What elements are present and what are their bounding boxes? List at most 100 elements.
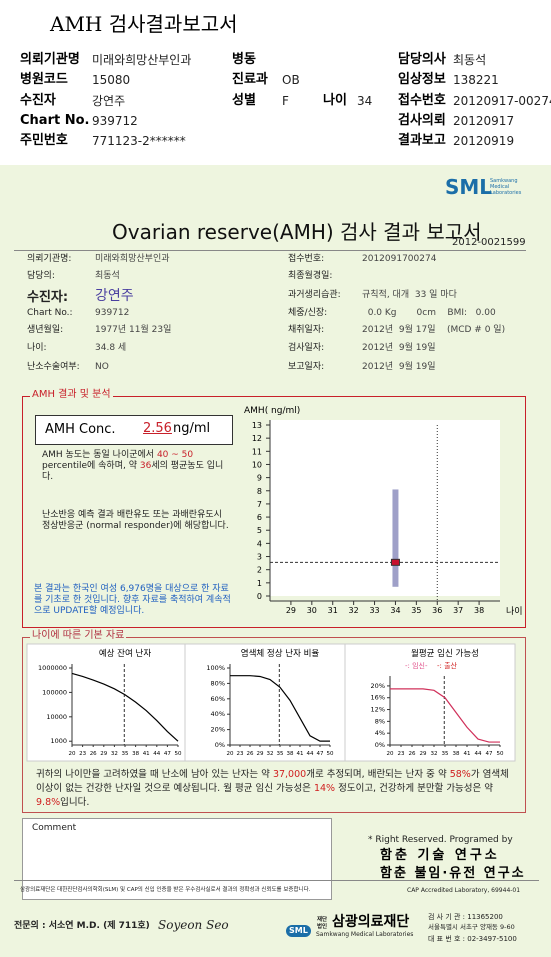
comment-box — [22, 818, 332, 900]
x-tick-label: 36 — [432, 606, 442, 615]
field-label: 접수번호: — [288, 254, 325, 264]
amh-value: 2.56 — [143, 421, 172, 436]
text-segment: 가 염색체이상이 없는 건강한 난자일 것으로 예상됩니다. 월 평균 임신 가… — [36, 769, 509, 794]
field-value: 34.8 세 — [95, 343, 127, 353]
y-tick-label: 1 — [257, 579, 262, 588]
x-tick-label: 37 — [453, 606, 463, 615]
line — [230, 675, 330, 742]
field-label: 성별 — [232, 93, 256, 108]
footer-doctor: 전문의 : 서소연 M.D. (제 711호) — [14, 921, 150, 931]
field-label: 결과보고 — [398, 133, 446, 148]
y-tick-label: 60% — [211, 695, 225, 703]
x-tick-label: 35 — [122, 751, 129, 757]
field-value: 20120917-00274 — [453, 94, 551, 108]
field-label: 과거생리습관: — [288, 290, 341, 300]
y-tick-label: 1000000 — [38, 664, 67, 672]
y-tick-label: 3 — [257, 553, 262, 562]
x-tick-label: 35 — [442, 751, 449, 757]
y-tick-label: 12% — [371, 706, 385, 714]
section-title: 나이에 따른 기본 자료 — [30, 630, 127, 642]
y-tick-label: 4% — [375, 729, 385, 737]
x-tick-label: 26 — [90, 751, 97, 757]
field-label: 나이 — [323, 93, 347, 108]
report-title: Ovarian reserve(AMH) 검사 결과 보고서 — [112, 220, 482, 244]
x-tick-label: 20 — [69, 751, 76, 757]
panel — [344, 643, 516, 762]
field-label: 나이: — [27, 343, 47, 353]
field-label: 검사의뢰 — [398, 113, 446, 128]
field-label: 수진자 — [20, 93, 56, 108]
x-tick-label: 20 — [227, 751, 234, 757]
legend-entry: -: 임신- — [405, 661, 428, 670]
y-tick-label: 11 — [252, 447, 262, 456]
y-tick-label: 7 — [257, 500, 262, 509]
x-tick-label: 32 — [267, 751, 274, 757]
panel — [184, 643, 346, 762]
field-value: 138221 — [453, 73, 499, 87]
x-tick-label: 35 — [277, 751, 284, 757]
credits-lab: 함춘 불임·유전 연구소 — [380, 866, 526, 881]
title-rule — [14, 250, 526, 251]
x-tick-label: 31 — [328, 606, 338, 615]
y-tick-label: 13 — [252, 421, 262, 430]
text-segment: 개로 추정되며, 배란되는 난자 중 약 — [306, 769, 450, 780]
field-value: OB — [282, 73, 300, 87]
field-label: 채취일자: — [288, 325, 325, 335]
y-tick-label: 8% — [375, 717, 385, 725]
text-segment: 58% — [449, 769, 471, 780]
y-tick-label: 12 — [252, 434, 262, 443]
field-value: 강연주 — [92, 94, 126, 108]
signature: Soyeon Seo — [158, 918, 229, 932]
field-value: 20120919 — [453, 134, 515, 148]
field-value: 34 — [357, 94, 373, 108]
amh-conc-box — [35, 415, 233, 445]
field-label: 체중/신장: — [288, 308, 328, 318]
text-segment: 귀하의 나이만을 고려하였을 때 난소에 남아 있는 난자는 약 — [36, 769, 273, 780]
range-bar — [392, 489, 399, 587]
chart-title: 예상 잔여 난자 — [99, 648, 152, 659]
field-value: NO — [95, 362, 109, 372]
field-label: 난소수술여부: — [27, 362, 80, 372]
x-tick-label: 38 — [132, 751, 139, 757]
x-tick-label: 23 — [398, 751, 405, 757]
age-box — [22, 637, 526, 813]
y-tick-label: 0 — [257, 592, 262, 601]
y-tick-label: 0% — [375, 741, 385, 749]
field-value: 0.0 Kg 0cm BMI: 0.00 — [362, 308, 496, 318]
x-tick-label: 34 — [390, 606, 400, 615]
text-segment: percentile에 속하며, 약 — [42, 460, 140, 471]
section-title: AMH 결과 및 분석 — [30, 389, 113, 401]
field-label: 주민번호 — [20, 133, 68, 148]
x-tick-label: 29 — [100, 751, 107, 757]
field-label: 병원코드 — [20, 72, 68, 87]
x-tick-label: 47 — [164, 751, 171, 757]
y-tick-label: 100000 — [42, 688, 67, 696]
amh-unit: ng/ml — [173, 421, 211, 436]
x-tick-label: 26 — [409, 751, 416, 757]
x-tick-label: 38 — [287, 751, 294, 757]
field-value: 강연주 — [95, 288, 134, 304]
field-label: 담당의: — [27, 271, 55, 281]
y-tick-label: 16% — [371, 694, 385, 702]
chart-title: 월평균 임신 가능성 — [411, 648, 479, 659]
x-tick-label: 47 — [486, 751, 493, 757]
text-segment: 9.8% — [36, 796, 61, 808]
field-value: 1977년 11월 23일 — [95, 325, 172, 335]
x-tick-label: 38 — [453, 751, 460, 757]
field-value: 2012년 9월 19일 — [362, 343, 436, 353]
y-tick-label: 4 — [257, 539, 262, 548]
field-value: 20120917 — [453, 114, 515, 128]
x-tick-label: 41 — [297, 751, 304, 757]
y-tick-label: 20% — [371, 682, 385, 690]
field-value: 미래와희망산부인과 — [95, 254, 170, 264]
field-label: 담당의사 — [398, 52, 446, 67]
field-label: 진료과 — [232, 72, 268, 87]
field-label: 의뢰기관명: — [27, 254, 72, 264]
report-no: 2012-0021599 — [452, 237, 526, 248]
org-logo: SML — [286, 925, 311, 937]
credits-lab: 함춘 기술 연구소 — [380, 848, 500, 863]
panel — [26, 643, 194, 762]
text-segment: 정도이고, 건강하게 분만할 가능성은 약 — [335, 782, 494, 794]
